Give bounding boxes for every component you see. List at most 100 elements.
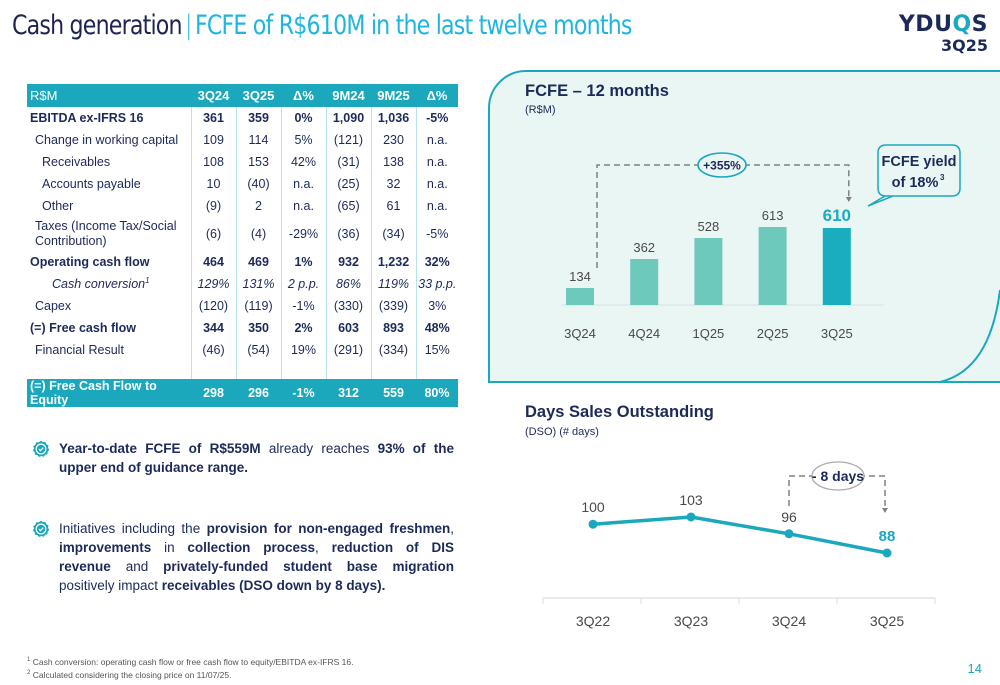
dso-series-line (592, 515, 888, 555)
row-label: Accounts payable (27, 173, 191, 195)
table-cell: 48% (415, 317, 458, 339)
bullet-text-part: , (315, 540, 332, 555)
fcfe-chart-subtitle: (R$M) (525, 104, 556, 116)
table-cell: (40) (235, 173, 281, 195)
spacer-cell (27, 361, 191, 379)
table-cell: 296 (236, 379, 281, 407)
row-label-text: (=) Free cash flow (30, 321, 136, 335)
row-label: Change in working capital (27, 129, 191, 151)
table-row: EBITDA ex-IFRS 16 361 359 0% 1,090 1,036 -5% (27, 107, 458, 129)
table-cell: -1% (280, 295, 326, 317)
bullet-text-bold: receivables (DSO down by 8 days). (161, 578, 386, 593)
table-cell: 32 (370, 173, 416, 195)
row-label-text: Financial Result (35, 343, 124, 357)
table-row: Operating cash flow 464 469 1% 932 1,232 32% (27, 251, 458, 273)
table-cell: 893 (370, 317, 416, 339)
bullet-text-bold: Year-to-date FCFE of R$559M (59, 441, 261, 456)
table-cell: 2 p.p. (280, 273, 326, 295)
x-tick-label: 3Q23 (674, 613, 708, 629)
table-cell: n.a. (415, 195, 458, 217)
row-label-text: Capex (35, 299, 72, 313)
row-label: Financial Result (27, 339, 191, 361)
bullet-initiatives: Initiatives including the provision for … (32, 519, 454, 595)
bullet-text-bold: 93% of the upper end of guidance range. (59, 441, 454, 475)
logo-brand-suffix: S (971, 12, 988, 37)
spacer-cell (190, 361, 236, 379)
table-cell: 61 (370, 195, 416, 217)
x-tick-label: 3Q24 (772, 613, 806, 629)
table-cell: 2 (235, 195, 281, 217)
delta-label: - 8 days (812, 468, 864, 484)
table-cell: 559 (371, 379, 416, 407)
table-cell: n.a. (280, 195, 326, 217)
bullet-text: Year-to-date FCFE of R$559M already reac… (59, 439, 454, 477)
bullet-text-part: positively impact (59, 578, 162, 593)
table-cell: (54) (235, 339, 281, 361)
table-cell: (121) (325, 129, 371, 151)
footnote-mark: 1 (27, 657, 31, 663)
logo-period: 3Q25 (941, 36, 988, 55)
table-cell: n.a. (280, 173, 326, 195)
table-cell: 361 (190, 107, 236, 129)
dso-value-label: 96 (781, 509, 797, 525)
row-label: (=) Free Cash Flow to Equity (27, 379, 191, 407)
footnote-1: 1 Cash conversion: operating cash flow o… (27, 655, 354, 668)
bullet-text-bold: privately-funded student base migration (163, 559, 454, 574)
table-cell: -5% (415, 217, 458, 251)
arrow-down-icon (882, 508, 888, 513)
table-cell: (6) (190, 217, 236, 251)
bullet-text-part: already reaches (260, 441, 378, 456)
table-row: Receivables 108 153 42% (31) 138 n.a. (27, 151, 458, 173)
spacer-cell (370, 361, 416, 379)
dso-chart-subtitle: (DSO) (# days) (525, 426, 599, 438)
table-cell: 108 (190, 151, 236, 173)
row-label-text: Other (42, 199, 74, 213)
spacer-cell (325, 361, 371, 379)
dso-point-3Q24 (784, 529, 794, 539)
footnote-text: Calculated considering the closing price… (30, 669, 232, 680)
table-cell: 298 (191, 379, 236, 407)
table-row: Cash conversion1 129% 131% 2 p.p. 86% 119% 33 … (27, 273, 458, 295)
table-cell: 153 (235, 151, 281, 173)
logo-brand: YDUQS (899, 14, 988, 36)
table-cell: (4) (235, 217, 281, 251)
title-main: Cash generation (12, 10, 183, 41)
logo-brand-prefix: YDU (898, 12, 953, 37)
row-label-text: Taxes (Income Tax/Social Contribution) (35, 219, 177, 248)
table-cell: 10 (190, 173, 236, 195)
table-row: Financial Result (46) (54) 19% (291) (334) 15% (27, 339, 458, 361)
x-tick-label: 3Q25 (870, 613, 904, 629)
row-label-text: Operating cash flow (30, 255, 150, 269)
table-cell: (31) (325, 151, 371, 173)
column-header: 3Q24 (191, 84, 236, 107)
bullet-text-bold: improvements (59, 540, 152, 555)
dso-value-label: 88 (879, 528, 896, 545)
table-cell: 312 (326, 379, 371, 407)
spacer-cell (415, 361, 458, 379)
table-cell: (34) (370, 217, 416, 251)
page-number: 14 (967, 661, 982, 676)
row-label-text: EBITDA ex-IFRS 16 (30, 111, 144, 125)
table-cell: 5% (280, 129, 326, 151)
table-cell: (65) (325, 195, 371, 217)
column-header: Δ% (416, 84, 458, 107)
bullet-text-part: Initiatives including the (59, 521, 207, 536)
row-label-text: (=) Free Cash Flow to Equity (30, 379, 157, 407)
table-cell: -29% (280, 217, 326, 251)
table-cell: 42% (280, 151, 326, 173)
table-cell: (46) (190, 339, 236, 361)
table-cell: 359 (235, 107, 281, 129)
table-cell: 230 (370, 129, 416, 151)
table-cell: n.a. (415, 129, 458, 151)
row-label: Taxes (Income Tax/Social Contribution) (27, 217, 191, 251)
table-cell: 119% (370, 273, 416, 295)
x-tick-label: 3Q22 (576, 613, 610, 629)
row-label-text: Cash conversion (52, 277, 146, 292)
row-label: Cash conversion1 (27, 273, 191, 295)
delta-connector-line (788, 475, 886, 507)
dso-point-3Q23 (686, 512, 696, 522)
page-title: Cash generation | FCFE of R$610M in the la… (12, 10, 632, 41)
table-cell: 109 (190, 129, 236, 151)
row-label-text: Accounts payable (42, 177, 141, 191)
footnote-text: Cash conversion: operating cash flow or … (30, 656, 354, 667)
